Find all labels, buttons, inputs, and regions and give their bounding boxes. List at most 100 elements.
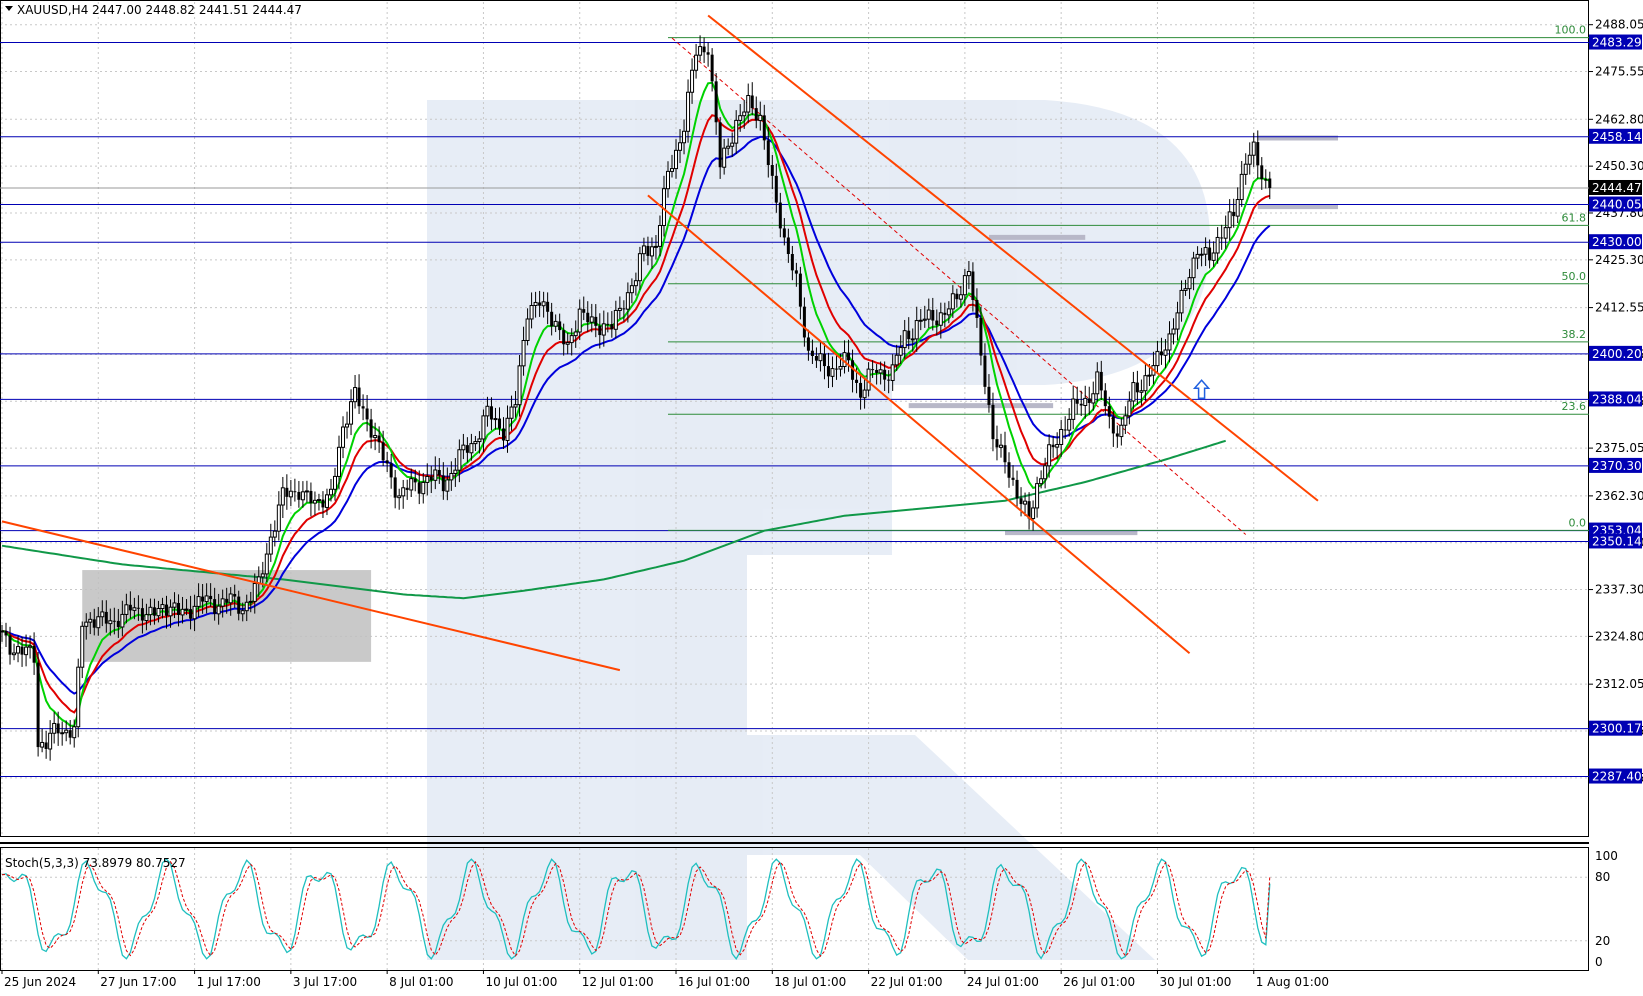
candle-body xyxy=(120,613,125,628)
candle-body xyxy=(389,463,393,478)
candle-body xyxy=(1091,393,1096,404)
candle-body xyxy=(1079,403,1083,406)
candle-body xyxy=(794,270,798,274)
candle-body xyxy=(558,321,562,331)
stoch-signal-line xyxy=(1,860,1271,958)
candle-body xyxy=(598,325,602,336)
candle-body xyxy=(991,404,995,440)
candle-body xyxy=(902,330,907,349)
candle-body xyxy=(240,610,245,615)
level-price-badge xyxy=(1589,345,1642,361)
time-tick-label: 1 Jul 17:00 xyxy=(197,975,261,989)
candle-body xyxy=(1067,418,1072,431)
candle-body xyxy=(847,352,851,361)
level-price-badge-text: 2287.40 xyxy=(1592,770,1642,784)
time-tick-label: 10 Jul 01:00 xyxy=(485,975,557,989)
trendline[interactable] xyxy=(707,14,1319,502)
candle-body xyxy=(1087,398,1091,403)
candle-body xyxy=(204,595,209,603)
level-price-badge-text: 2430.00 xyxy=(1592,235,1642,249)
level-price-badge xyxy=(1589,128,1642,144)
fib-label: 38.2 xyxy=(1562,328,1587,341)
candle-body xyxy=(180,608,185,616)
price-tick-label: 2412.55 xyxy=(1595,301,1643,315)
trendline[interactable] xyxy=(647,194,1191,655)
fib-label: 0.0 xyxy=(1569,516,1587,529)
candle-body xyxy=(341,426,346,448)
price-tick-label: 2362.30 xyxy=(1595,489,1643,503)
time-tick-label: 8 Jul 01:00 xyxy=(389,975,453,989)
candle-body xyxy=(694,54,699,71)
arrow-up-shape[interactable] xyxy=(1192,379,1211,399)
time-tick-label: 30 Jul 01:00 xyxy=(1159,975,1231,989)
candle-body xyxy=(397,495,402,499)
candle-body xyxy=(569,335,574,344)
candle-body xyxy=(950,293,955,310)
candle-body xyxy=(1075,399,1079,404)
candle-body xyxy=(268,536,273,555)
level-price-badge-text: 2458.14 xyxy=(1592,130,1642,144)
candle-body xyxy=(1059,428,1064,446)
price-tick-label: 2312.05 xyxy=(1595,677,1643,691)
fib-label: 23.6 xyxy=(1562,400,1587,413)
candle-body xyxy=(657,224,662,247)
level-price-badge xyxy=(1589,196,1642,212)
symbol-label: XAUUSD,H4 xyxy=(17,3,88,17)
candle-body xyxy=(674,149,679,170)
candle-body xyxy=(1043,465,1048,480)
candle-body xyxy=(1047,444,1052,467)
candle-body xyxy=(300,491,305,501)
candle-body xyxy=(871,369,875,371)
current-price-badge xyxy=(1589,179,1642,195)
candle-body xyxy=(1003,445,1007,463)
candle-body xyxy=(485,405,490,417)
buy-arrow-icon[interactable] xyxy=(1192,379,1211,399)
candle-body xyxy=(774,175,778,203)
candle-body xyxy=(505,417,510,441)
trendlines[interactable] xyxy=(1,14,1319,672)
candle-body xyxy=(8,635,12,655)
candle-body xyxy=(629,285,634,294)
candle-body xyxy=(477,438,482,443)
candle-body xyxy=(938,312,943,326)
candle-body xyxy=(40,741,45,748)
candle-body xyxy=(1232,211,1236,217)
candle-body xyxy=(60,732,65,735)
fib-trend-dashed-line[interactable] xyxy=(671,37,1247,535)
candle-body xyxy=(1220,237,1224,239)
candle-body xyxy=(453,469,458,474)
candle-body xyxy=(1119,424,1124,438)
candle-body xyxy=(1039,478,1044,485)
candle-body xyxy=(168,606,173,617)
ohlc-values: 2447.00 2448.82 2441.51 2444.47 xyxy=(92,3,302,17)
candle-body xyxy=(786,237,790,255)
ma-long-line xyxy=(1,439,1226,600)
candle-body xyxy=(481,415,486,440)
candle-body xyxy=(1131,382,1136,402)
horizontal-levels[interactable] xyxy=(0,42,1589,778)
candle-body xyxy=(316,499,321,502)
candle-body xyxy=(1099,371,1103,391)
candle-body xyxy=(690,69,695,93)
candle-body xyxy=(421,481,426,495)
candle-body xyxy=(838,365,843,370)
level-price-badge-text: 2483.29 xyxy=(1592,36,1642,50)
candle-body xyxy=(641,245,646,255)
candle-body xyxy=(1175,312,1180,330)
candle-body xyxy=(830,368,835,377)
stoch-tick-label: 20 xyxy=(1595,934,1610,948)
triangle-down-icon[interactable] xyxy=(5,6,13,11)
candle-body xyxy=(349,401,354,425)
candle-body xyxy=(237,596,241,614)
candle-body xyxy=(324,494,329,508)
candle-body xyxy=(1135,382,1139,393)
trendline[interactable] xyxy=(1,520,621,672)
candle-body xyxy=(309,490,313,504)
candle-body xyxy=(1007,462,1011,478)
candle-body xyxy=(152,607,156,616)
candle-body xyxy=(68,730,72,738)
candle-body xyxy=(887,379,891,381)
candle-body xyxy=(1208,247,1212,261)
level-price-badge xyxy=(1589,234,1642,250)
